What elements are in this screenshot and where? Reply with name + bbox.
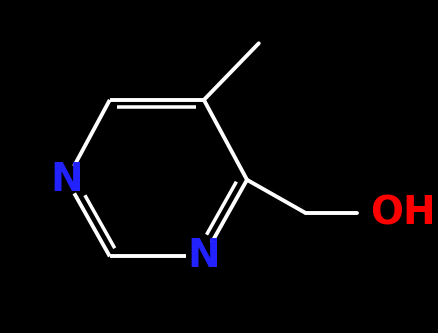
Text: N: N bbox=[50, 161, 83, 199]
Text: N: N bbox=[187, 237, 220, 275]
Text: OH: OH bbox=[370, 194, 435, 232]
